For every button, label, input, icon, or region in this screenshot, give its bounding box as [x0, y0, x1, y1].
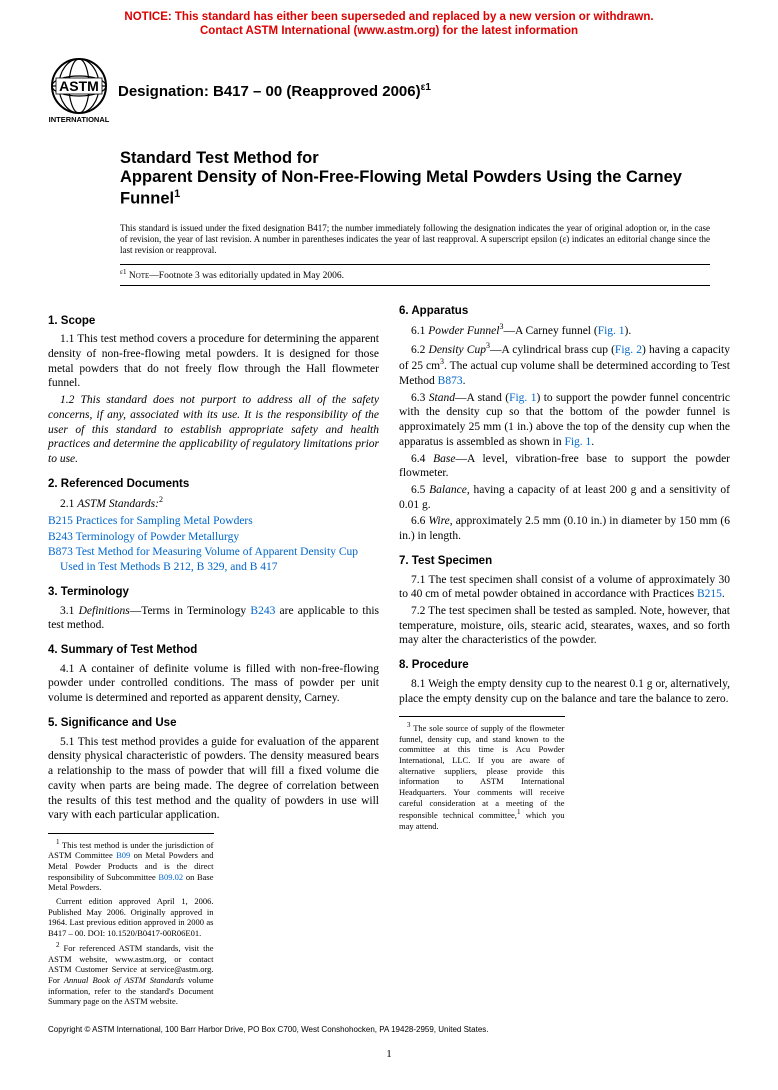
- title-main: Apparent Density of Non-Free-Flowing Met…: [120, 168, 730, 208]
- sec5-p1: 5.1 This test method provides a guide fo…: [48, 735, 379, 823]
- sec3-p1: 3.1 Definitions—Terms in Terminology B24…: [48, 604, 379, 633]
- sec3-head: 3. Terminology: [48, 585, 379, 600]
- sec6-p1: 6.1 Powder Funnel3—A Carney funnel (Fig.…: [399, 322, 730, 339]
- svg-text:INTERNATIONAL: INTERNATIONAL: [49, 115, 110, 124]
- sec6-p4: 6.4 Base—A level, vibration-free base to…: [399, 452, 730, 481]
- header-row: ASTM INTERNATIONAL Designation: B417 – 0…: [48, 57, 730, 125]
- sec6-head: 6. Apparatus: [399, 304, 730, 319]
- ref-b215: B215 Practices for Sampling Metal Powder…: [48, 514, 379, 529]
- sec1-head: 1. Scope: [48, 314, 379, 329]
- sec8-p1: 8.1 Weigh the empty density cup to the n…: [399, 677, 730, 706]
- title-footnote: 1: [174, 188, 180, 200]
- designation-epsilon: ε1: [421, 82, 431, 93]
- sec7-head: 7. Test Specimen: [399, 554, 730, 569]
- issuance-note: This standard is issued under the fixed …: [120, 223, 710, 257]
- sec8-head: 8. Procedure: [399, 658, 730, 673]
- astm-logo: ASTM INTERNATIONAL: [48, 57, 110, 125]
- right-footnotes: 3 The sole source of supply of the flowm…: [399, 716, 565, 831]
- sec6-p3: 6.3 Stand—A stand (Fig. 1) to support th…: [399, 391, 730, 450]
- copyright: Copyright © ASTM International, 100 Barr…: [48, 1021, 730, 1034]
- sec2-head: 2. Referenced Documents: [48, 477, 379, 492]
- footnote-1: 1 This test method is under the jurisdic…: [48, 838, 214, 893]
- notice-line1: NOTICE: This standard has either been su…: [124, 11, 653, 23]
- sec2-p1: 2.1 ASTM Standards:2: [48, 495, 379, 512]
- footnote-3: 3 The sole source of supply of the flowm…: [399, 721, 565, 831]
- sec1-p2: 1.2 This standard does not purport to ad…: [48, 393, 379, 467]
- page-number: 1: [48, 1048, 730, 1060]
- title-pre: Standard Test Method for: [120, 149, 730, 168]
- sec6-p2: 6.2 Density Cup3—A cylindrical brass cup…: [399, 341, 730, 389]
- sec4-p1: 4.1 A container of definite volume is fi…: [48, 662, 379, 706]
- sec6-p6: 6.6 Wire, approximately 2.5 mm (0.10 in.…: [399, 514, 730, 543]
- sec4-head: 4. Summary of Test Method: [48, 643, 379, 658]
- sec6-p5: 6.5 Balance, having a capacity of at lea…: [399, 483, 730, 512]
- designation: Designation: B417 – 00 (Reapproved 2006)…: [118, 82, 431, 100]
- designation-label: Designation: B417 – 00 (Reapproved 2006): [118, 83, 421, 100]
- sec1-p1: 1.1 This test method covers a procedure …: [48, 332, 379, 391]
- ref-b243: B243 Terminology of Powder Metallurgy: [48, 530, 379, 545]
- ref-b873: B873 Test Method for Measuring Volume of…: [48, 545, 379, 574]
- editorial-note: ε1 Note—Footnote 3 was editorially updat…: [120, 264, 710, 285]
- svg-text:ASTM: ASTM: [59, 78, 99, 94]
- footnote-1b: Current edition approved April 1, 2006. …: [48, 896, 214, 939]
- sec7-p2: 7.2 The test specimen shall be tested as…: [399, 604, 730, 648]
- notice-line2: Contact ASTM International (www.astm.org…: [200, 25, 578, 37]
- left-footnotes: 1 This test method is under the jurisdic…: [48, 833, 214, 1007]
- body-columns: 1. Scope 1.1 This test method covers a p…: [48, 304, 730, 1007]
- sec7-p1: 7.1 The test specimen shall consist of a…: [399, 573, 730, 602]
- sec5-head: 5. Significance and Use: [48, 716, 379, 731]
- footnote-2: 2 For referenced ASTM standards, visit t…: [48, 941, 214, 1007]
- title-block: Standard Test Method for Apparent Densit…: [120, 149, 730, 209]
- notice-banner: NOTICE: This standard has either been su…: [48, 10, 730, 39]
